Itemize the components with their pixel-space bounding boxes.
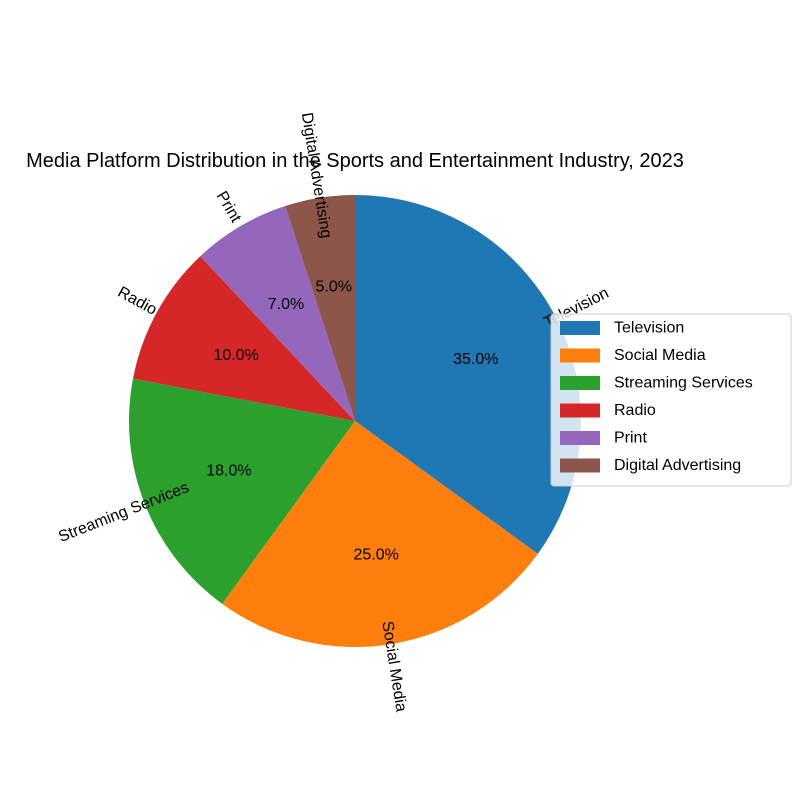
chart-title: Media Platform Distribution in the Sport… <box>26 150 684 172</box>
percent-label-digital-advertising: 5.0% <box>316 279 352 296</box>
legend-label-print: Print <box>614 430 647 447</box>
percent-label-print: 7.0% <box>268 296 304 313</box>
legend-label-digital-advertising: Digital Advertising <box>614 457 741 474</box>
legend-swatch-television <box>560 321 600 335</box>
legend-swatch-social-media <box>560 348 600 363</box>
legend-frame <box>550 313 792 487</box>
legend-swatch-streaming-services <box>560 376 600 390</box>
category-label-print: Print <box>213 189 245 226</box>
pie-slices <box>129 195 581 647</box>
legend-label-streaming-services: Streaming Services <box>614 375 753 392</box>
pie-slice-social-media <box>222 421 538 647</box>
legend-label-television: Television <box>614 320 684 337</box>
pie-slice-radio <box>133 256 355 421</box>
legend-swatch-radio <box>560 403 600 418</box>
legend-swatch-print <box>560 431 600 445</box>
percent-label-streaming-services: 18.0% <box>206 462 251 479</box>
legend: Television Social Media Streaming Services… <box>550 313 792 487</box>
percent-label-social-media: 25.0% <box>354 546 399 563</box>
legend-swatch-digital-advertising <box>560 458 600 473</box>
legend-label-social-media: Social Media <box>614 347 706 364</box>
pie-slice-streaming-services <box>129 378 355 604</box>
legend-label-radio: Radio <box>614 402 656 419</box>
percentage-labels: 35.0% 25.0% 18.0% 10.0% 7.0% 5.0% <box>206 279 498 564</box>
category-label-radio: Radio <box>115 284 160 319</box>
percent-label-radio: 10.0% <box>213 347 258 364</box>
pie-slice-print <box>200 206 355 421</box>
pie-slice-digital-advertising <box>285 195 355 421</box>
percent-label-television: 35.0% <box>453 351 498 368</box>
pie-slice-television <box>355 195 581 554</box>
